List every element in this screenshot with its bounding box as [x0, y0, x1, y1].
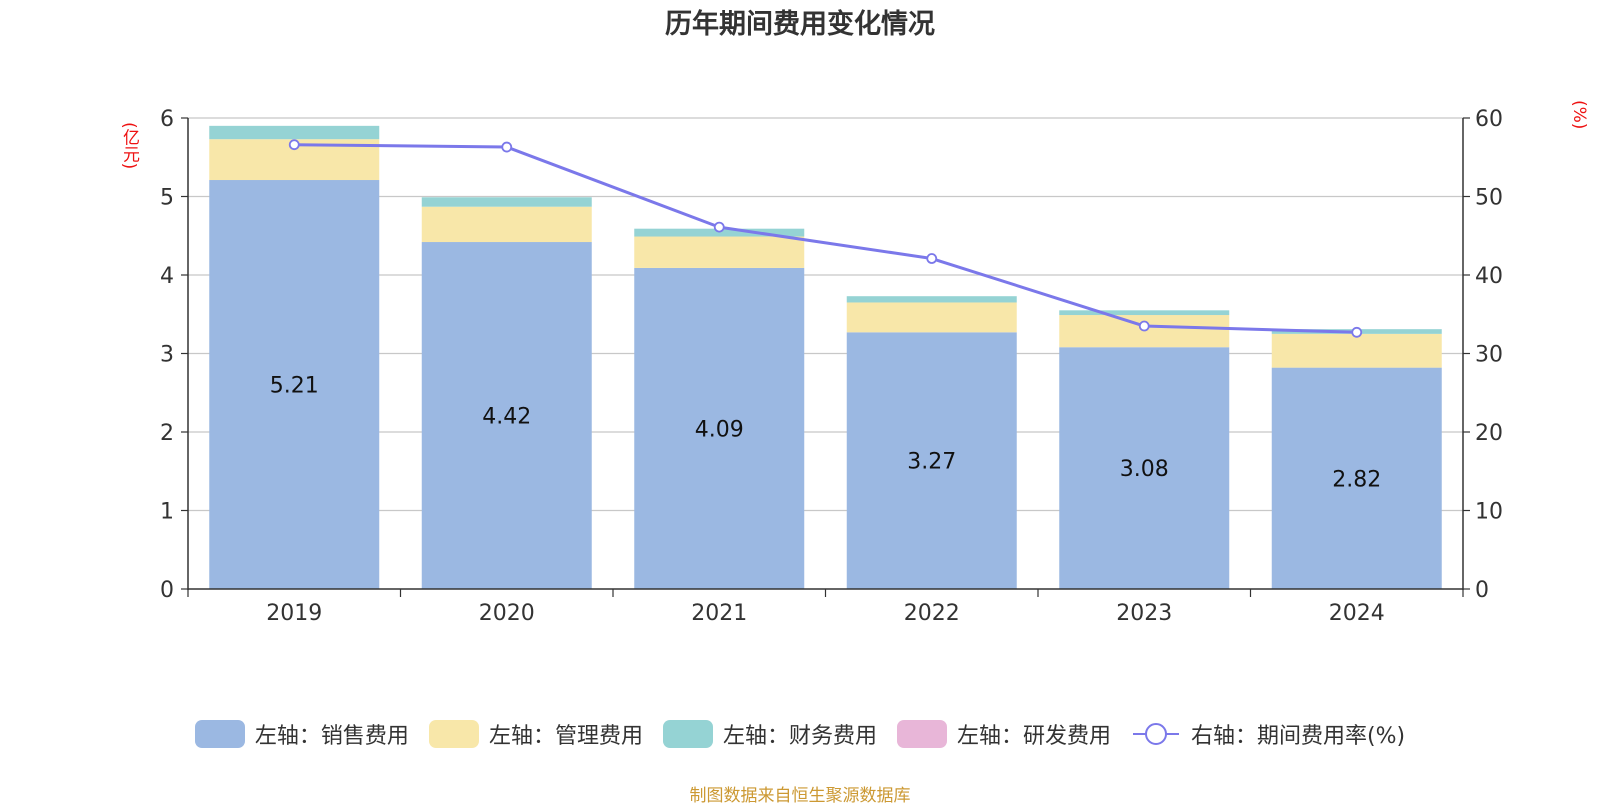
rate-point [713, 221, 725, 233]
legend-swatch-admin [428, 720, 479, 748]
rate-point [1351, 326, 1363, 338]
bar-segment [421, 197, 592, 207]
right-tick-label: 30 [1475, 343, 1503, 368]
bar-segment [1059, 347, 1230, 589]
left-tick-label: 4 [160, 264, 174, 289]
right-tick-label: 10 [1475, 500, 1503, 525]
legend-swatch-finance [662, 720, 713, 748]
left-tick-label: 1 [160, 500, 174, 525]
rate-line [288, 139, 1363, 338]
right-tick-label: 50 [1475, 186, 1503, 211]
legend-label-admin: 左轴：管理费用 [488, 724, 643, 749]
legend-item-admin[interactable]: 左轴：管理费用 [428, 718, 643, 750]
bar-segment [1271, 367, 1442, 589]
bar-value-label: 4.09 [695, 417, 744, 442]
legend-item-sales[interactable]: 左轴：销售费用 [194, 718, 409, 750]
bar-value-label: 3.27 [907, 450, 956, 475]
legend-item-finance[interactable]: 左轴：财务费用 [662, 718, 877, 750]
bar-segment [421, 206, 592, 243]
legend-label-finance: 左轴：财务费用 [722, 724, 877, 749]
bar-value-label: 5.21 [270, 374, 319, 399]
bar-segment [846, 332, 1017, 589]
x-tick-label: 2021 [691, 601, 747, 626]
left-tick-label: 5 [160, 186, 174, 211]
grid-lines [188, 117, 1463, 512]
bar-segment [634, 228, 805, 237]
rate-line-path [294, 143, 1357, 334]
bar-value-label: 3.08 [1120, 457, 1169, 482]
rate-point [926, 253, 938, 264]
left-tick-label: 2 [160, 421, 174, 446]
legend-swatch-sales [194, 720, 245, 748]
x-tick-label: 2020 [479, 601, 535, 626]
left-axis-unit: (亿元) [119, 122, 139, 170]
right-axis-unit: (%) [1569, 100, 1589, 130]
legend-swatch-rnd [896, 720, 947, 748]
legend: 左轴：销售费用 左轴：管理费用 左轴：财务费用 左轴：研发费用 右轴：期间费用率… [0, 718, 1600, 750]
x-tick-label: 2019 [266, 601, 322, 626]
bar-segment [1059, 310, 1230, 316]
bar-segment [634, 236, 805, 268]
x-tick-label: 2024 [1329, 601, 1385, 626]
bar-segment [421, 242, 592, 589]
legend-label-sales: 左轴：销售费用 [254, 724, 409, 749]
bar-value-label: 4.42 [482, 405, 531, 430]
bar-segment [209, 125, 380, 140]
bar-segment [209, 180, 380, 589]
rate-point [501, 141, 513, 153]
bar-segment [846, 302, 1017, 333]
bar-value-labels: 5.21 4.42 4.09 3.27 3.08 2.82 [270, 374, 1381, 493]
chart-title: 历年期间费用变化情况 [665, 9, 935, 40]
rate-point [1138, 320, 1150, 332]
bar-segment [846, 296, 1017, 303]
bar-segment [1271, 333, 1442, 368]
left-tick-label: 3 [160, 343, 174, 368]
right-tick-label: 0 [1475, 578, 1489, 603]
x-tick-label: 2023 [1116, 601, 1172, 626]
right-tick-label: 40 [1475, 264, 1503, 289]
right-tick-label: 20 [1475, 421, 1503, 446]
right-tick-label: 60 [1475, 107, 1503, 132]
legend-line-marker-icon [1132, 723, 1179, 745]
left-tick-label: 0 [160, 578, 174, 603]
bar-group [209, 125, 1442, 589]
bar-value-label: 2.82 [1332, 467, 1381, 492]
legend-label-rate: 右轴：期间费用率(%) [1190, 724, 1406, 749]
legend-item-rnd[interactable]: 左轴：研发费用 [896, 718, 1111, 750]
legend-item-rate[interactable]: 右轴：期间费用率(%) [1131, 718, 1405, 750]
rate-point [288, 139, 300, 151]
legend-label-rnd: 左轴：研发费用 [956, 724, 1111, 749]
left-tick-label: 6 [160, 107, 174, 132]
bar-segment [634, 267, 805, 589]
x-tick-label: 2022 [904, 601, 960, 626]
data-source-note: 制图数据来自恒生聚源数据库 [689, 786, 911, 806]
